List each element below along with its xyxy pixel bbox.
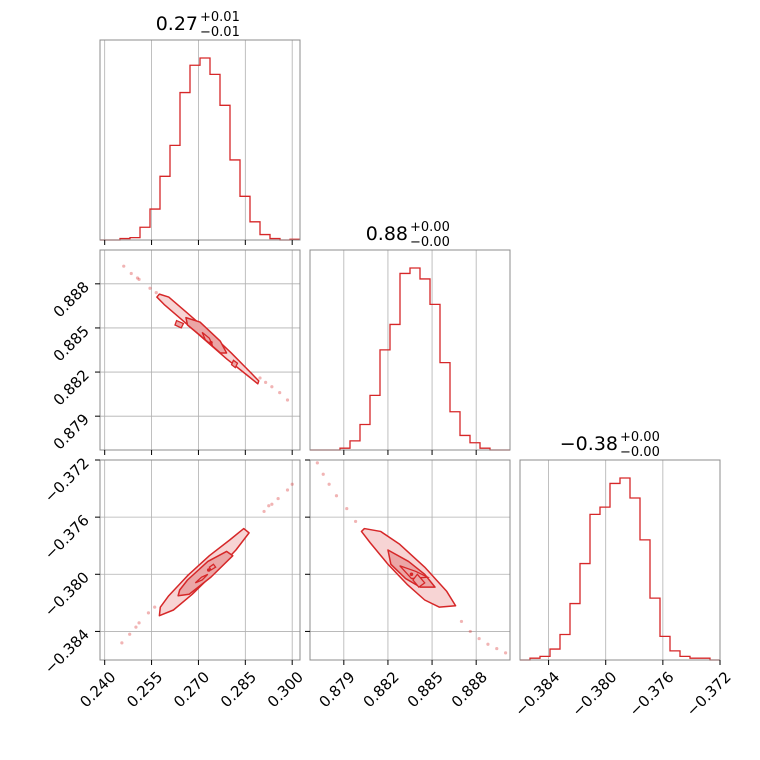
contour-inner: [174, 319, 185, 329]
sample-point: [129, 271, 133, 276]
y-tick-label-p2: −0.376: [41, 511, 93, 563]
sample-point: [278, 391, 282, 395]
panel-frame: [99, 249, 301, 451]
sample-point: [315, 461, 319, 465]
histogram-panel-p0: 0.27 +0.01−0.01: [99, 10, 301, 245]
y-tick-label-p2: −0.372: [41, 454, 93, 506]
panel-frame: [309, 459, 511, 661]
sample-point: [137, 621, 141, 625]
x-tick-label-p2: −0.384: [511, 668, 563, 720]
histogram-step: [100, 57, 300, 241]
histogram-panel-p2: −0.38 +0.00−0.00: [519, 430, 721, 665]
contour-inner: [230, 359, 239, 369]
sample-point: [264, 380, 268, 384]
title-plus: +0.00: [620, 430, 660, 445]
sample-point: [468, 629, 472, 634]
contour-inner: [208, 563, 217, 571]
sample-point: [285, 398, 290, 402]
histogram-step: [310, 267, 510, 451]
histogram-panel-p1: 0.88 +0.00−0.00: [309, 220, 511, 455]
title-value: −0.38: [560, 433, 618, 455]
x-tick-label-p1: 0.888: [448, 668, 491, 711]
contour-middle: [177, 550, 234, 597]
sample-point: [153, 605, 157, 609]
title-minus: −0.00: [410, 235, 450, 250]
scatter-panel-p0-p1: [95, 249, 301, 455]
panel-frame: [99, 39, 301, 241]
y-tick-label-p1: 0.888: [50, 278, 93, 321]
x-tick-label-p1: 0.882: [360, 668, 403, 711]
panel-frame: [519, 459, 721, 661]
peak-point: [409, 572, 414, 577]
contour-inner: [412, 573, 426, 589]
y-tick-label-p1: 0.885: [50, 322, 93, 365]
panel-title-p1: 0.88 +0.00−0.00: [366, 220, 450, 250]
x-tick-label-p1: 0.885: [404, 668, 447, 711]
sample-point: [477, 636, 481, 641]
histogram-step: [520, 477, 720, 661]
sample-point: [134, 625, 138, 629]
title-plus: +0.00: [410, 220, 450, 235]
contour-inner: [194, 573, 209, 584]
sample-point: [148, 286, 152, 290]
y-tick-label-p1: 0.882: [50, 366, 93, 409]
sample-point: [285, 488, 290, 492]
x-tick-label-p0: 0.300: [264, 668, 307, 711]
x-tick-label-p0: 0.255: [123, 668, 166, 711]
title-plus: +0.01: [200, 10, 240, 25]
x-tick-label-p0: 0.270: [170, 668, 213, 711]
sample-point: [321, 472, 325, 476]
sample-point: [345, 506, 349, 511]
sample-point: [122, 264, 126, 268]
sample-point: [120, 641, 124, 645]
peak-point: [206, 568, 211, 572]
title-value: 0.27: [156, 13, 198, 35]
y-tick-label-p2: −0.384: [41, 626, 93, 678]
y-tick-label-p1: 0.879: [50, 410, 93, 453]
sample-point: [128, 632, 132, 636]
sample-point: [503, 651, 508, 655]
scatter-panel-p1-p2: [305, 459, 511, 665]
sample-point: [135, 276, 140, 280]
sample-point: [270, 502, 274, 506]
title-minus: −0.01: [200, 25, 240, 40]
x-tick-label-p2: −0.372: [683, 668, 735, 720]
sample-point: [327, 482, 331, 486]
y-tick-label-p2: −0.380: [41, 568, 93, 620]
x-tick-label-p0: 0.285: [217, 668, 260, 711]
scatter-panel-p0-p2: [95, 459, 301, 665]
sample-point: [276, 496, 280, 501]
panel-frame: [309, 249, 511, 451]
x-tick-label-p2: −0.376: [626, 668, 678, 720]
panel-title-p0: 0.27 +0.01−0.01: [156, 10, 240, 40]
x-tick-label-p0: 0.240: [76, 668, 119, 711]
sample-point: [353, 519, 358, 524]
sample-point: [154, 291, 158, 295]
panel-frame: [99, 459, 301, 661]
x-tick-label-p2: −0.380: [568, 668, 620, 720]
sample-point: [137, 277, 141, 282]
title-value: 0.88: [366, 223, 408, 245]
title-minus: −0.00: [620, 445, 660, 460]
x-tick-label-p1: 0.879: [315, 668, 358, 711]
sample-point: [334, 494, 339, 498]
sample-point: [290, 482, 294, 486]
sample-point: [258, 376, 262, 380]
sample-point: [262, 509, 266, 514]
sample-point: [459, 619, 464, 624]
contour-inner: [399, 565, 431, 580]
sample-point: [267, 504, 271, 508]
sample-point: [486, 642, 490, 646]
sample-point: [146, 611, 151, 615]
panel-title-p2: −0.38 +0.00−0.00: [560, 430, 660, 460]
sample-point: [270, 385, 274, 389]
sample-point: [495, 646, 499, 651]
peak-point: [209, 340, 213, 345]
